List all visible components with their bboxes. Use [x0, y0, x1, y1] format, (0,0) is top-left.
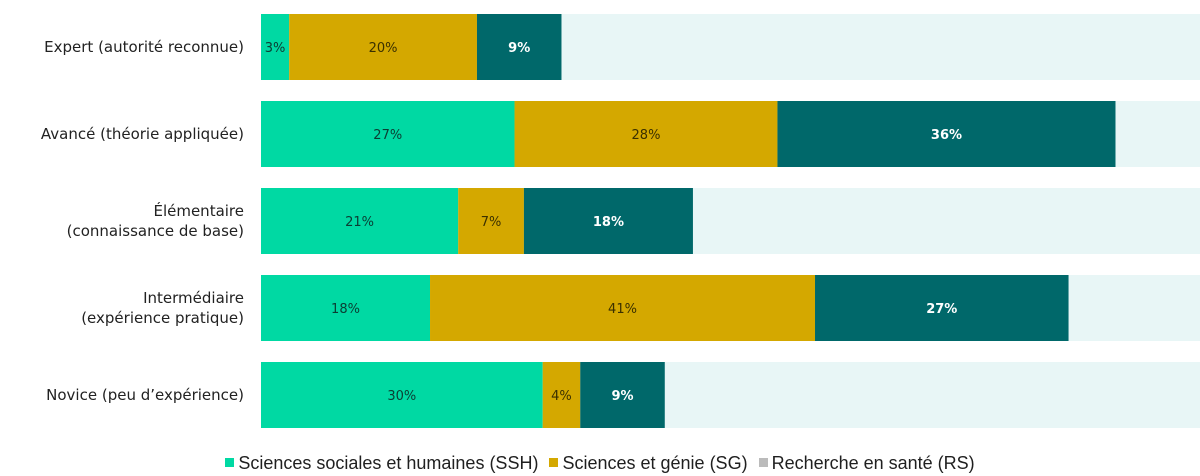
- bar-avance-rs: [777, 101, 1116, 167]
- category-label-elementaire: Élémentaire (connaissance de base): [67, 201, 244, 240]
- bar-value-label-intermediaire-rs: 27%: [926, 302, 957, 317]
- bar-elementaire-ssh: [261, 188, 459, 254]
- bar-value-label-avance-sg: 28%: [632, 128, 661, 143]
- legend-swatch-rs: [758, 458, 768, 467]
- legend-label-ssh: Sciences sociales et humaines (SSH): [238, 453, 539, 473]
- bar-intermediaire-rs: [815, 275, 1069, 341]
- bar-value-label-novice-sg: 4%: [551, 389, 572, 404]
- bar-value-label-intermediaire-sg: 41%: [608, 302, 637, 317]
- legend: Sciences sociales et humaines (SSH) Scie…: [0, 453, 1200, 474]
- bar-value-label-avance-rs: 36%: [931, 128, 962, 143]
- bar-avance-sg: [514, 101, 778, 167]
- bar-expert-rs: [476, 14, 562, 80]
- legend-item-rs: Recherche en santé (RS): [758, 453, 975, 474]
- category-label-novice: Novice (peu d’expérience): [46, 386, 244, 404]
- category-label-line: Avancé (théorie appliquée): [41, 125, 244, 143]
- category-label-line: Expert (autorité reconnue): [44, 38, 244, 56]
- bar-value-label-elementaire-ssh: 21%: [345, 215, 374, 230]
- bar-value-label-intermediaire-ssh: 18%: [331, 302, 360, 317]
- bar-value-label-expert-sg: 20%: [369, 41, 398, 56]
- legend-item-sg: Sciences et génie (SG): [549, 453, 748, 474]
- bar-value-label-expert-ssh: 3%: [265, 41, 286, 56]
- bar-novice-rs: [580, 362, 665, 428]
- bar-elementaire-sg: [458, 188, 524, 254]
- category-label-line: (connaissance de base): [67, 222, 244, 240]
- bar-value-label-novice-rs: 9%: [611, 389, 633, 404]
- bar-novice-sg: [542, 362, 581, 428]
- bar-value-label-elementaire-rs: 18%: [593, 215, 624, 230]
- bar-intermediaire-sg: [430, 275, 816, 341]
- legend-swatch-ssh: [225, 458, 235, 467]
- legend-label-sg: Sciences et génie (SG): [562, 453, 748, 473]
- bar-novice-ssh: [261, 362, 543, 428]
- stacked-bar-chart: Expert (autorité reconnue) 3% 20% 9% Avancé …: [41, 14, 1200, 428]
- bar-intermediaire-ssh: [261, 275, 431, 341]
- legend-label-rs: Recherche en santé (RS): [771, 453, 975, 473]
- category-label-line: Élémentaire: [153, 201, 244, 220]
- category-label-line: Intermédiaire: [143, 289, 244, 307]
- bar-value-label-expert-rs: 9%: [508, 41, 530, 56]
- bar-expert-sg: [289, 14, 477, 80]
- category-label-expert: Expert (autorité reconnue): [44, 38, 244, 56]
- bar-value-label-elementaire-sg: 7%: [481, 215, 502, 230]
- category-label-intermediaire: Intermédiaire (expérience pratique): [81, 289, 244, 327]
- category-label-line: (expérience pratique): [81, 309, 244, 327]
- bar-avance-ssh: [261, 101, 515, 167]
- legend-item-ssh: Sciences sociales et humaines (SSH): [225, 453, 538, 474]
- category-label-line: Novice (peu d’expérience): [46, 386, 244, 404]
- legend-swatch-sg: [549, 458, 559, 467]
- bar-elementaire-rs: [523, 188, 693, 254]
- bar-value-label-avance-ssh: 27%: [373, 128, 402, 143]
- bar-expert-ssh: [261, 14, 290, 80]
- bar-value-label-novice-ssh: 30%: [387, 389, 416, 404]
- category-label-avance: Avancé (théorie appliquée): [41, 125, 244, 143]
